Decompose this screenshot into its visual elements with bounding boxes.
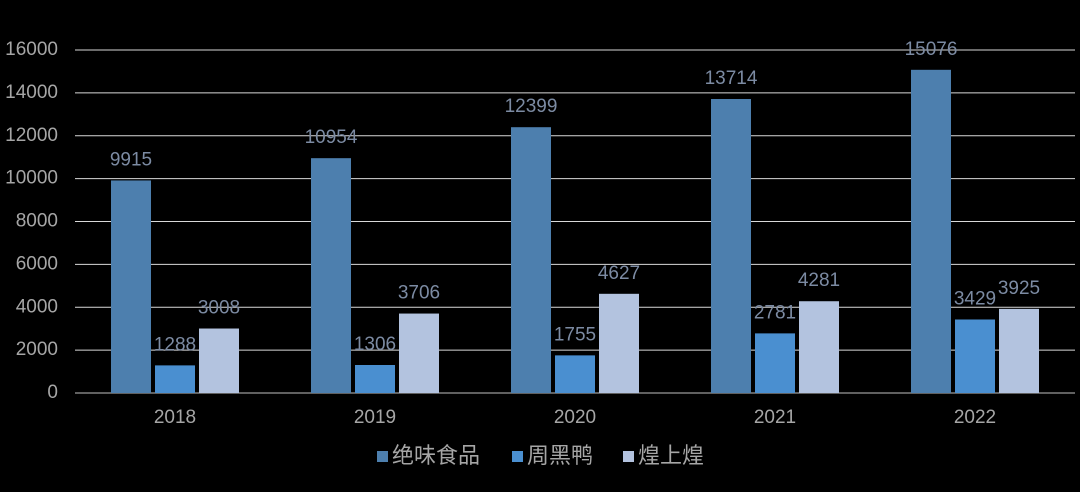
value-label: 3925 <box>998 278 1040 299</box>
x-tick-label: 2018 <box>154 407 196 428</box>
y-tick-label: 8000 <box>16 211 58 232</box>
y-tick-label: 2000 <box>16 339 58 360</box>
value-label: 9915 <box>110 149 152 170</box>
bar <box>799 301 839 393</box>
value-label: 15076 <box>905 39 958 60</box>
bar <box>155 365 195 393</box>
bar <box>755 333 795 393</box>
bar <box>311 158 351 393</box>
bar <box>911 69 951 393</box>
bar <box>399 313 439 393</box>
bar <box>999 308 1039 393</box>
y-tick-label: 0 <box>47 382 58 403</box>
bar <box>511 127 551 393</box>
value-label: 2781 <box>754 302 796 323</box>
legend-swatch <box>377 451 388 462</box>
value-label: 1288 <box>154 334 196 355</box>
legend-label: 绝味食品 <box>392 443 480 468</box>
legend-swatch <box>623 451 634 462</box>
value-label: 10954 <box>305 127 358 148</box>
y-tick-label: 12000 <box>5 125 58 146</box>
value-label: 3706 <box>398 283 440 304</box>
value-label: 12399 <box>505 96 558 117</box>
legend-label: 煌上煌 <box>638 443 704 468</box>
y-tick-label: 10000 <box>5 168 58 189</box>
value-label: 4627 <box>598 263 640 284</box>
value-label: 3429 <box>954 289 996 310</box>
x-tick-label: 2021 <box>754 407 796 428</box>
bar <box>111 180 151 393</box>
bar <box>355 365 395 393</box>
bar <box>599 293 639 393</box>
x-tick-label: 2022 <box>954 407 996 428</box>
value-label: 3008 <box>198 298 240 319</box>
y-tick-label: 6000 <box>16 253 58 274</box>
legend-label: 周黑鸭 <box>527 443 593 468</box>
y-tick-label: 4000 <box>16 296 58 317</box>
bar <box>711 99 751 393</box>
y-tick-label: 16000 <box>5 39 58 60</box>
value-label: 4281 <box>798 270 840 291</box>
x-tick-label: 2019 <box>354 407 396 428</box>
value-label: 1755 <box>554 324 596 345</box>
value-label: 13714 <box>705 68 758 89</box>
bar <box>555 355 595 393</box>
x-tick-label: 2020 <box>554 407 596 428</box>
value-label: 1306 <box>354 334 396 355</box>
bar <box>955 319 995 393</box>
y-tick-label: 14000 <box>5 82 58 103</box>
bar <box>199 328 239 393</box>
legend-swatch <box>512 451 523 462</box>
